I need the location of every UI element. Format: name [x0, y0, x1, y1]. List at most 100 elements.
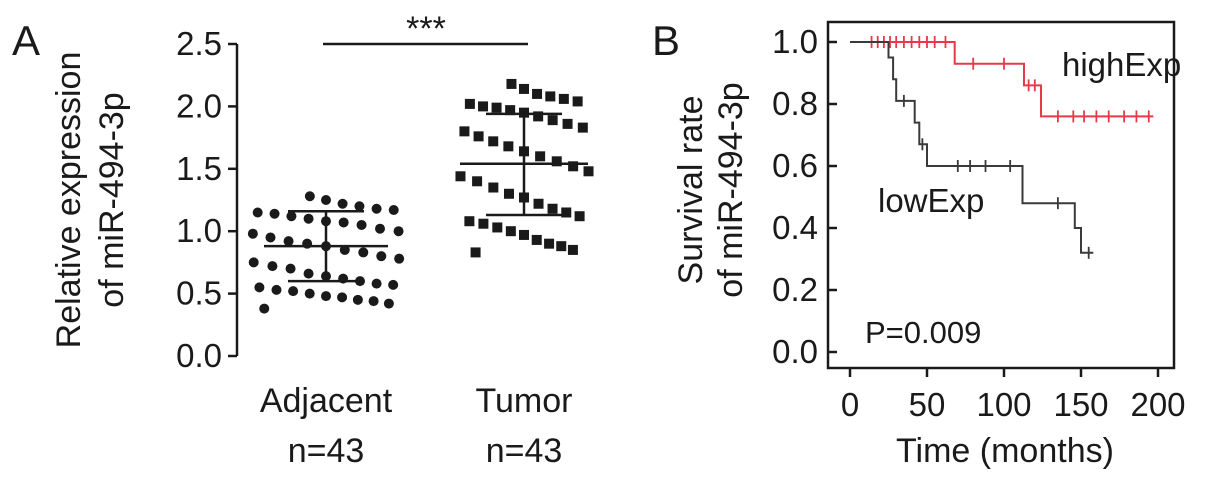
data-point-tumor [506, 78, 517, 89]
data-point-adjacent [371, 278, 382, 289]
data-point-tumor [473, 131, 484, 142]
panel-b-letter: B [652, 17, 680, 64]
data-point-tumor [488, 182, 499, 193]
data-point-adjacent [375, 223, 386, 234]
panel-b-ytick-label: 0.4 [772, 209, 818, 246]
data-point-adjacent [383, 298, 394, 309]
data-point-adjacent [368, 296, 379, 307]
data-point-tumor [544, 238, 555, 249]
data-point-tumor [561, 207, 572, 218]
data-point-tumor [470, 247, 481, 258]
significance-stars: *** [406, 10, 446, 48]
data-point-adjacent [288, 286, 299, 297]
panel-a-ylabel-line1: Relative expression [50, 52, 88, 349]
data-point-tumor [574, 211, 585, 222]
data-point-adjacent [358, 247, 369, 258]
data-point-adjacent [337, 292, 348, 303]
data-point-tumor [556, 241, 567, 252]
panel-b-ylabel-line2: of miR-494-3p [712, 82, 750, 297]
panel-b-xtick-label: 100 [976, 386, 1031, 423]
group-label-tumor: Tumor [476, 382, 573, 420]
data-point-tumor [533, 198, 544, 209]
data-point-tumor [558, 93, 569, 104]
data-point-tumor [459, 126, 470, 137]
panel-b-xtick-label: 200 [1130, 386, 1185, 423]
data-point-adjacent [371, 203, 382, 214]
data-point-adjacent [247, 228, 258, 239]
panel-b-ytick-label: 0.6 [772, 147, 818, 184]
series-label-low: lowExp [878, 182, 984, 219]
data-point-adjacent [393, 226, 404, 237]
data-point-adjacent [394, 253, 405, 264]
data-point-adjacent [304, 191, 315, 202]
data-point-tumor [532, 88, 543, 99]
data-point-tumor [519, 229, 529, 240]
data-point-adjacent [376, 251, 387, 262]
data-point-adjacent [303, 268, 314, 279]
data-point-adjacent [271, 284, 282, 295]
data-point-tumor [531, 234, 542, 245]
data-point-adjacent [337, 198, 348, 209]
data-point-adjacent [304, 288, 315, 299]
data-point-tumor [568, 161, 579, 172]
data-point-adjacent [388, 204, 399, 215]
data-point-tumor [464, 216, 475, 227]
group-label-adjacent: Adjacent [260, 382, 393, 420]
data-point-adjacent [356, 219, 367, 230]
p-value: P=0.009 [865, 315, 981, 350]
data-point-adjacent [267, 261, 278, 272]
panel-b-ytick-label: 0.2 [772, 271, 818, 308]
data-point-adjacent [321, 291, 331, 302]
data-point-adjacent [338, 217, 349, 228]
panel-b-ytick-label: 0.0 [772, 333, 818, 370]
data-point-adjacent [265, 232, 276, 243]
data-point-tumor [491, 102, 502, 113]
panel-b-xtick-label: 0 [841, 386, 859, 423]
group-n-tumor: n=43 [486, 432, 563, 470]
panel-a-ylabel-line2: of miR-494-3p [93, 92, 131, 307]
panel-a-ytick-label: 2.0 [176, 87, 222, 124]
panel-b-ylabel-line1: Survival rate [672, 96, 710, 285]
data-point-adjacent [285, 263, 296, 274]
data-point-adjacent [286, 211, 297, 222]
panel-a: A Relative expression of miR-494-3p 0.0 … [12, 10, 594, 470]
panel-a-points [247, 78, 594, 314]
data-point-adjacent [354, 201, 365, 212]
panel-a-letter: A [12, 17, 40, 64]
data-point-tumor [535, 151, 546, 162]
data-point-tumor [583, 166, 594, 177]
panel-b-xtick-label: 50 [909, 386, 946, 423]
panel-a-ytick-label: 0.5 [176, 275, 222, 312]
data-point-adjacent [259, 303, 270, 314]
data-point-tumor [492, 222, 503, 233]
panel-b-ytick-label: 0.8 [772, 85, 818, 122]
panel-a-ytick-label: 1.0 [176, 212, 222, 249]
data-point-adjacent [388, 279, 399, 290]
panel-b-xlabel: Time (months) [896, 432, 1114, 470]
data-point-tumor [505, 226, 516, 237]
data-point-tumor [519, 83, 529, 94]
panel-b-curves [850, 36, 1154, 259]
panel-b-x-ticks: 0 50 100 150 200 [841, 386, 1186, 423]
data-point-tumor [562, 118, 573, 129]
panel-b-xtick-label: 150 [1053, 386, 1108, 423]
panel-a-error-bars [264, 112, 588, 283]
data-point-tumor [547, 115, 558, 126]
data-point-tumor [472, 176, 483, 187]
panel-a-ytick-label: 2.5 [176, 25, 222, 62]
panel-a-ytick-label: 0.0 [176, 337, 222, 374]
data-point-tumor [567, 244, 578, 255]
panel-a-y-ticks: 0.0 0.5 1.0 1.5 2.0 2.5 [176, 25, 222, 374]
data-point-adjacent [252, 207, 263, 218]
data-point-tumor [464, 98, 475, 109]
data-point-tumor [488, 136, 499, 147]
data-point-tumor [505, 105, 516, 116]
panel-b: B Survival rate of miR-494-3p 0.0 0.2 0.… [652, 17, 1186, 470]
data-point-tumor [503, 141, 514, 152]
data-point-adjacent [321, 195, 331, 205]
data-point-tumor [503, 188, 514, 199]
km-curve-lowExp [850, 41, 1094, 254]
data-point-tumor [547, 203, 558, 214]
km-curve-highExp [850, 41, 1154, 118]
